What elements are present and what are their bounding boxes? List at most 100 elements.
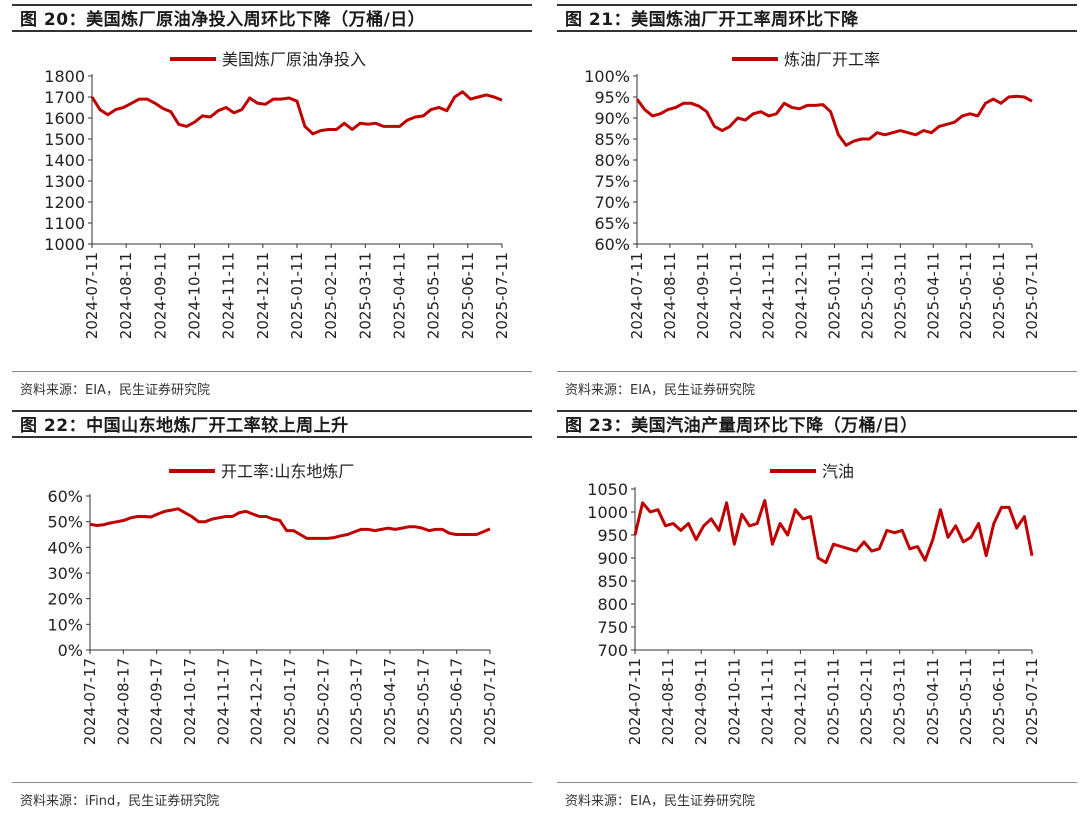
chart-title-3: 图 22：中国山东地炼厂开工率较上周上升 — [12, 410, 532, 438]
legend-label: 汽油 — [822, 462, 854, 481]
x-tick-label: 2024-10-17 — [181, 658, 199, 745]
x-tick-label: 2025-03-11 — [891, 658, 909, 745]
y-tick-label: 30% — [47, 564, 83, 583]
y-tick-label: 900 — [597, 549, 628, 568]
chart-panel-4: 图 23：美国汽油产量周环比下降（万桶/日） 汽油 700 750 800 850 900… — [557, 410, 1077, 810]
crude-input-line-chart: 美国炼厂原油净投入 1000 1100 1200 1300 1400 1500 1600 170… — [44, 50, 511, 339]
x-tick-label: 2025-01-17 — [281, 658, 299, 745]
x-tick-label: 2025-04-11 — [924, 658, 942, 745]
y-tick-label: 1500 — [44, 130, 85, 149]
y-tick-label: 0% — [58, 641, 83, 660]
x-tick-label: 2025-02-11 — [322, 252, 340, 339]
y-tick-label: 1300 — [44, 172, 85, 191]
y-tick-label: 60% — [47, 487, 83, 506]
x-tick-label: 2025-07-11 — [1023, 658, 1041, 745]
y-tick-label: 1000 — [44, 235, 85, 254]
y-tick-label: 800 — [597, 595, 628, 614]
y-tick-label: 1700 — [44, 88, 85, 107]
y-tick-label: 20% — [47, 590, 83, 609]
y-tick-label: 1050 — [587, 480, 628, 499]
x-tick-label: 2025-07-11 — [493, 252, 511, 339]
x-tick-label: 2025-04-11 — [924, 252, 942, 339]
y-tick-label: 65% — [594, 214, 630, 233]
y-tick-label: 1100 — [44, 214, 85, 233]
x-tick-label: 2025-05-11 — [957, 658, 975, 745]
x-tick-label: 2025-04-11 — [391, 252, 409, 339]
series-line — [89, 507, 491, 540]
x-tick-label: 2024-07-11 — [628, 252, 646, 339]
refinery-utilization-line-chart: 炼油厂开工率 60% 65% 70% 75% 80% 85% 90% 95% 100% 2024-0… — [584, 50, 1041, 339]
x-tick-label: 2024-11-11 — [220, 252, 238, 339]
x-tick-label: 2024-10-11 — [727, 252, 745, 339]
legend: 开工率:山东地炼厂 — [169, 462, 354, 481]
chart-source-1: 资料来源：EIA，民生证券研究院 — [20, 383, 210, 398]
x-tick-label: 2025-06-17 — [448, 658, 466, 745]
x-tick-label: 2024-12-11 — [791, 658, 809, 745]
legend-label: 开工率:山东地炼厂 — [221, 462, 354, 481]
y-tick-label: 1400 — [44, 151, 85, 170]
y-tick-label: 1600 — [44, 109, 85, 128]
x-tick-label: 2025-05-11 — [957, 252, 975, 339]
x-tick-label: 2025-01-11 — [826, 252, 844, 339]
chart-panel-3: 图 22：中国山东地炼厂开工率较上周上升 开工率:山东地炼厂 0% 10% 20% 30… — [12, 410, 532, 810]
x-tick-label: 2025-05-17 — [414, 658, 432, 745]
y-tick-label: 850 — [597, 572, 628, 591]
y-tick-label: 75% — [594, 172, 630, 191]
legend-label: 美国炼厂原油净投入 — [222, 50, 366, 69]
x-tick-label: 2024-07-11 — [83, 252, 101, 339]
x-tick-label: 2025-03-17 — [348, 658, 366, 745]
x-tick-label: 2025-05-11 — [425, 252, 443, 339]
y-tick-label: 1000 — [587, 503, 628, 522]
x-tick-label: 2025-04-17 — [381, 658, 399, 745]
x-tick-label: 2025-06-11 — [990, 252, 1008, 339]
x-tick-label: 2024-11-17 — [214, 658, 232, 745]
x-tick-label: 2024-09-17 — [148, 658, 166, 745]
x-tick-label: 2024-12-11 — [793, 252, 811, 339]
chart-title-2: 图 21：美国炼油厂开工率周环比下降 — [557, 4, 1077, 32]
legend: 汽油 — [770, 462, 854, 481]
x-tick-label: 2025-07-17 — [481, 658, 499, 745]
chart-panel-1: 图 20：美国炼厂原油净投入周环比下降（万桶/日） 美国炼厂原油净投入 1000 1… — [12, 4, 532, 402]
x-tick-label: 2024-10-11 — [186, 252, 204, 339]
chart-title-4: 图 23：美国汽油产量周环比下降（万桶/日） — [557, 410, 1077, 438]
source-divider-3 — [12, 782, 532, 783]
x-tick-label: 2024-08-11 — [659, 658, 677, 745]
x-tick-label: 2024-07-17 — [81, 658, 99, 745]
y-tick-label: 90% — [594, 109, 630, 128]
x-tick-label: 2024-08-11 — [117, 252, 135, 339]
y-tick-label: 50% — [47, 513, 83, 532]
chart-title-1: 图 20：美国炼厂原油净投入周环比下降（万桶/日） — [12, 4, 532, 32]
x-tick-label: 2024-10-11 — [725, 658, 743, 745]
x-tick-label: 2024-08-17 — [114, 658, 132, 745]
x-tick-label: 2025-06-11 — [459, 252, 477, 339]
x-tick-label: 2025-07-11 — [1023, 252, 1041, 339]
x-tick-label: 2024-11-11 — [760, 252, 778, 339]
x-tick-label: 2024-09-11 — [151, 252, 169, 339]
legend: 美国炼厂原油净投入 — [170, 50, 366, 69]
y-tick-label: 95% — [594, 88, 630, 107]
y-tick-label: 10% — [47, 615, 83, 634]
y-tick-label: 80% — [594, 151, 630, 170]
x-tick-label: 2024-12-17 — [248, 658, 266, 745]
y-tick-label: 950 — [597, 526, 628, 545]
x-tick-label: 2024-11-11 — [758, 658, 776, 745]
x-tick-label: 2024-09-11 — [692, 658, 710, 745]
series-line — [635, 94, 1033, 147]
gasoline-production-line-chart: 汽油 700 750 800 850 900 950 1000 1050 2024-07-11 20… — [587, 462, 1041, 745]
chart-source-2: 资料来源：EIA，民生证券研究院 — [565, 383, 755, 398]
y-tick-label: 100% — [584, 67, 630, 86]
x-tick-label: 2025-03-11 — [356, 252, 374, 339]
series-line — [633, 499, 1034, 565]
x-tick-label: 2025-01-11 — [825, 658, 843, 745]
y-tick-label: 1800 — [44, 67, 85, 86]
legend: 炼油厂开工率 — [732, 50, 880, 69]
source-divider-4 — [557, 782, 1077, 783]
x-tick-label: 2024-08-11 — [661, 252, 679, 339]
x-tick-label: 2025-02-11 — [858, 658, 876, 745]
x-tick-label: 2024-09-11 — [694, 252, 712, 339]
x-tick-label: 2024-12-11 — [254, 252, 272, 339]
y-tick-label: 1200 — [44, 193, 85, 212]
x-tick-label: 2025-03-11 — [891, 252, 909, 339]
y-tick-label: 85% — [594, 130, 630, 149]
y-tick-label: 60% — [594, 235, 630, 254]
